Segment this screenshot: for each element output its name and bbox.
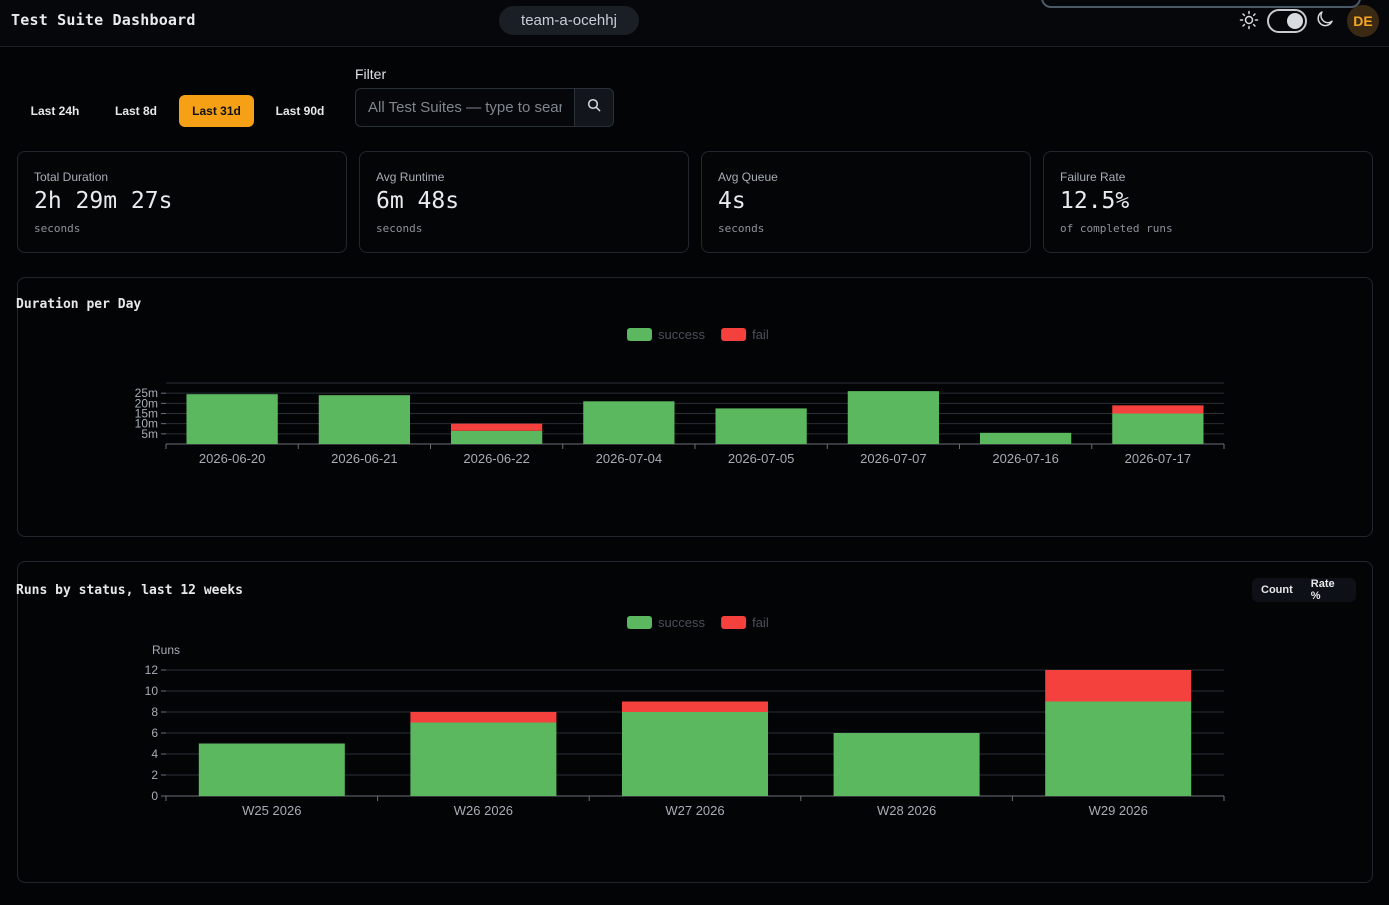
x-tick-label: W28 2026	[877, 803, 936, 818]
x-tick-label: W25 2026	[242, 803, 301, 818]
top-bar: Test Suite Dashboard team-a-ocehhj DE	[0, 0, 1389, 47]
range-24h-button[interactable]: Last 24h	[30, 104, 80, 118]
x-tick-label: 2026-07-16	[992, 451, 1059, 466]
bar-fail	[450, 423, 543, 431]
bar-success	[186, 394, 278, 444]
x-tick-label: W29 2026	[1089, 803, 1148, 818]
legend-label-fail: fail	[752, 615, 769, 630]
bar-fail	[621, 701, 769, 712]
y-tick-label: 10m	[135, 417, 158, 431]
chart-mode-toggle: Count Rate %	[1252, 578, 1356, 602]
legend-swatch-fail	[721, 328, 747, 341]
avatar[interactable]: DE	[1347, 5, 1379, 37]
stat-value: 12.5%	[1060, 188, 1130, 214]
stat-label: Avg Runtime	[376, 170, 445, 184]
y-tick-label: 0	[151, 789, 158, 803]
team-selector[interactable]: team-a-ocehhj	[499, 6, 639, 35]
y-tick-label: 5m	[141, 427, 158, 441]
y-tick-label: 20m	[135, 396, 158, 410]
stat-value: 2h 29m 27s	[34, 188, 173, 214]
y-tick-label: 25m	[135, 386, 158, 400]
stat-card-total-duration: Total Duration 2h 29m 27s seconds	[17, 151, 347, 253]
filter-input[interactable]	[355, 88, 575, 127]
bar-success	[979, 432, 1072, 444]
x-tick-label: 2026-06-21	[331, 451, 398, 466]
stat-subtext: seconds	[718, 222, 765, 235]
bar-success	[450, 430, 543, 444]
stat-card-failure-rate: Failure Rate 12.5% of completed runs	[1043, 151, 1373, 253]
y-tick-label: 4	[151, 747, 158, 761]
x-tick-label: 2026-07-07	[860, 451, 927, 466]
search-button[interactable]	[574, 88, 614, 127]
bar-success	[1045, 701, 1192, 796]
stat-value: 6m 48s	[376, 188, 460, 214]
bar-success	[833, 733, 980, 796]
moon-icon[interactable]	[1315, 9, 1335, 29]
duration-panel-title: Duration per Day	[16, 297, 142, 312]
rate-mode-button[interactable]: Rate %	[1310, 578, 1335, 602]
stat-subtext: seconds	[376, 222, 423, 235]
toggle-knob	[1287, 13, 1303, 29]
app-title: Test Suite Dashboard	[11, 11, 196, 29]
search-icon	[587, 98, 601, 117]
bar-success	[198, 743, 345, 796]
stat-label: Failure Rate	[1060, 170, 1126, 184]
bar-success	[621, 712, 769, 796]
bar-success	[318, 395, 411, 444]
bar-fail	[1045, 670, 1192, 702]
x-tick-label: 2026-06-20	[199, 451, 266, 466]
bar-success	[1112, 413, 1204, 444]
bar-fail	[410, 712, 557, 723]
stat-value: 4s	[718, 188, 746, 214]
x-tick-label: W27 2026	[665, 803, 724, 818]
bar-success	[715, 408, 807, 444]
range-31d-button[interactable]: Last 31d	[179, 95, 254, 127]
y-tick-label: 8	[151, 705, 158, 719]
sun-icon[interactable]	[1239, 10, 1259, 30]
x-tick-label: 2026-07-04	[596, 451, 663, 466]
y-tick-label: 10	[145, 684, 159, 698]
range-8d-button[interactable]: Last 8d	[114, 104, 157, 118]
range-90d-button[interactable]: Last 90d	[275, 104, 325, 118]
legend-swatch-success	[627, 328, 652, 341]
x-tick-label: 2026-07-05	[728, 451, 795, 466]
x-tick-label: 2026-07-17	[1125, 451, 1192, 466]
x-tick-label: W26 2026	[454, 803, 513, 818]
y-tick-label: 15m	[135, 407, 158, 421]
theme-toggle[interactable]	[1267, 9, 1307, 33]
bar-success	[847, 391, 940, 444]
y-tick-label: 6	[151, 726, 158, 740]
legend-label-success: success	[658, 615, 705, 630]
count-mode-button[interactable]: Count	[1261, 584, 1293, 596]
stat-subtext: of completed runs	[1060, 222, 1173, 235]
stat-label: Avg Queue	[718, 170, 778, 184]
stat-card-avg-queue: Avg Queue 4s seconds	[701, 151, 1031, 253]
runs-panel-title: Runs by status, last 12 weeks	[16, 583, 243, 598]
legend-swatch-success	[627, 616, 652, 629]
legend-label-fail: fail	[752, 327, 769, 342]
bar-fail	[1112, 405, 1204, 414]
bar-success	[583, 401, 675, 444]
legend-swatch-fail	[721, 616, 747, 629]
y-tick-label: 2	[151, 768, 158, 782]
stat-subtext: seconds	[34, 222, 81, 235]
filter-label: Filter	[355, 66, 387, 82]
x-tick-label: 2026-06-22	[463, 451, 530, 466]
y-axis-label: Runs	[152, 643, 180, 657]
bar-success	[410, 722, 557, 796]
y-tick-label: 12	[145, 663, 159, 677]
stat-card-avg-runtime: Avg Runtime 6m 48s seconds	[359, 151, 689, 253]
legend-label-success: success	[658, 327, 705, 342]
stat-label: Total Duration	[34, 170, 109, 184]
